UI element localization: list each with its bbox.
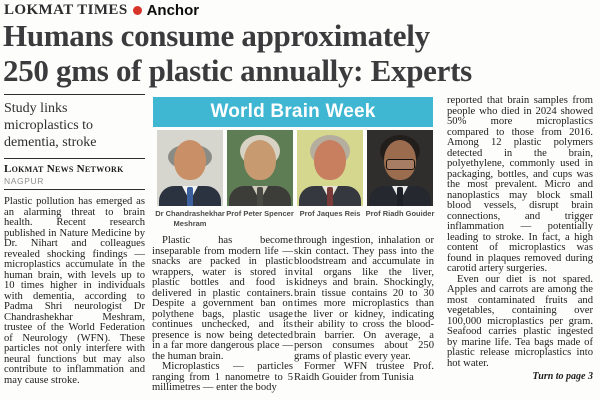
photo-caption: Prof Peter Spencer (226, 209, 294, 218)
glasses (386, 159, 415, 170)
person-card: Prof Peter Spencer (226, 130, 294, 228)
headline-line-1: Humans consume approximately (3, 18, 430, 53)
paragraph: Even our diet is not spared. Apples and … (447, 273, 593, 369)
article-body-col1: Plastic pollution has emerged as an alar… (4, 196, 145, 386)
photo-strip: Dr Chandrashekhar Meshram Prof Peter Spe… (155, 130, 435, 228)
paragraph: Plastic has become inseparable from mode… (152, 235, 293, 362)
paper-name: LOKMAT TIMES (4, 2, 128, 18)
section-tag: Anchor (146, 2, 200, 19)
tie (187, 187, 193, 206)
divider (4, 94, 145, 95)
photo-caption: Dr Chandrashekhar Meshram (155, 209, 225, 228)
paragraph: Microplastics — particles ranging from 1… (152, 361, 293, 393)
tie (327, 187, 333, 206)
suit (229, 186, 291, 206)
divider (4, 189, 145, 190)
tie (397, 187, 403, 206)
paragraph: reported that brain samples from people … (447, 95, 593, 274)
headline-line-2: 250 gms of plastic annually: Experts (3, 53, 472, 88)
portrait-photo (297, 130, 363, 206)
masthead-dot-icon (132, 6, 142, 15)
byline-block: Lokmat News Network NAGPUR (4, 159, 145, 189)
suit (369, 186, 431, 206)
main-headline: Humans consume approximately 250 gms of … (3, 18, 597, 88)
jumpline: Turn to page 3 (532, 371, 593, 382)
face (174, 140, 206, 180)
suit (159, 186, 221, 206)
person-card: Prof Jaques Reis (297, 130, 363, 228)
left-column: Study links microplastics to dementia, s… (4, 94, 145, 386)
byline: Lokmat News Network (4, 163, 124, 175)
photo-caption: Prof Riadh Gouider (365, 209, 435, 218)
paragraph: Plastic pollution has emerged as an alar… (4, 196, 145, 386)
face (314, 140, 346, 180)
paragraph: Former WFN trustee Prof. Raidh Gouider f… (294, 361, 434, 383)
face (384, 140, 416, 180)
world-brain-week-banner: World Brain Week (153, 97, 433, 127)
portrait-photo (227, 130, 293, 206)
dateline: NAGPUR (4, 176, 44, 186)
banner-label: World Brain Week (210, 101, 376, 122)
person-card: Dr Chandrashekhar Meshram (155, 130, 225, 228)
portrait-photo (367, 130, 433, 206)
article-body-col2: Plastic has become inseparable from mode… (152, 235, 293, 394)
masthead: LOKMAT TIMES Anchor (4, 2, 199, 19)
portrait-photo (157, 130, 223, 206)
divider (4, 158, 145, 159)
face (244, 140, 276, 180)
article-body-col3: through ingestion, inhalation or skin co… (294, 235, 434, 383)
tie (257, 187, 263, 206)
person-card: Prof Riadh Gouider (365, 130, 435, 228)
paragraph: through ingestion, inhalation or skin co… (294, 235, 434, 362)
subheadline: Study links microplastics to dementia, s… (4, 101, 97, 150)
photo-caption: Prof Jaques Reis (299, 209, 361, 218)
suit (299, 186, 361, 206)
article-body-col4: reported that brain samples from people … (447, 95, 593, 383)
